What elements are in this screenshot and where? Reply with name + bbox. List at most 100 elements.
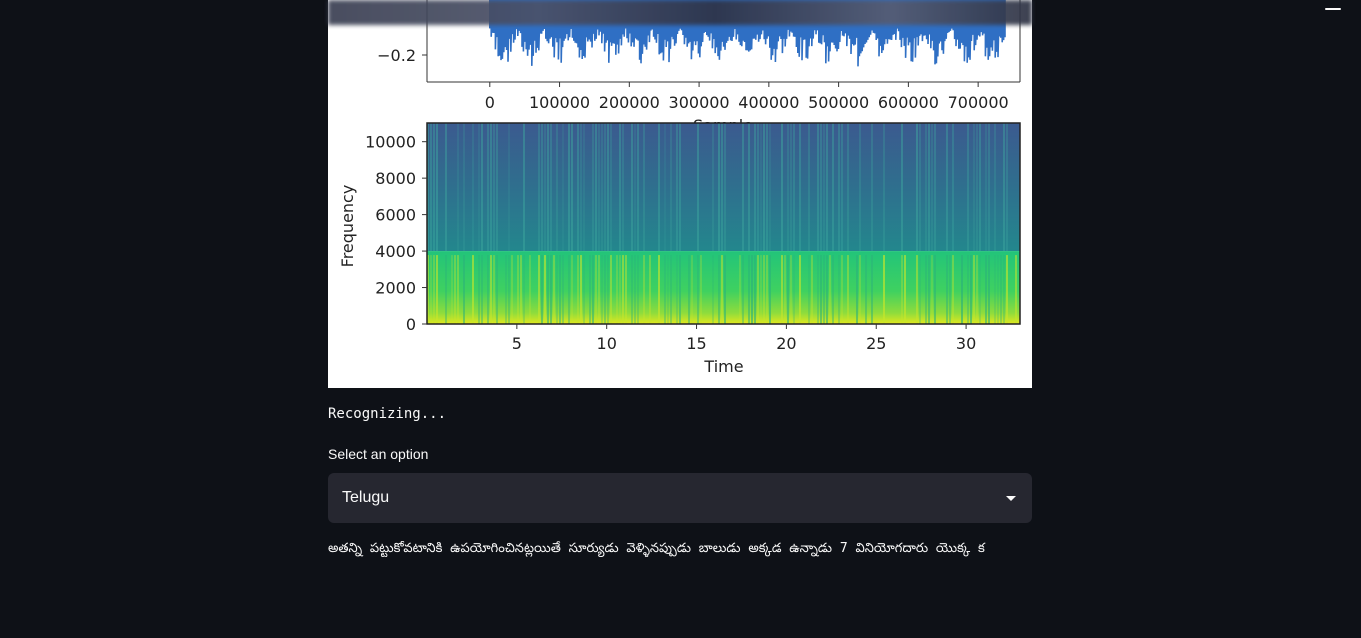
spectrogram-texture <box>463 123 465 252</box>
spectrogram-xtick-label: 5 <box>512 334 522 353</box>
spectrogram-texture <box>826 123 828 252</box>
spectrogram-texture <box>595 123 597 252</box>
spectrogram-texture <box>679 255 681 324</box>
spectrogram-texture <box>748 255 750 324</box>
spectrogram-texture <box>592 123 594 252</box>
spectrogram-ytick-label: 4000 <box>375 242 416 261</box>
spectrogram-texture <box>961 255 963 324</box>
spectrogram-texture <box>598 123 600 252</box>
spectrogram-texture <box>799 255 801 324</box>
spectrogram-texture <box>769 123 771 252</box>
spectrogram-texture <box>787 123 789 252</box>
spectrogram-texture <box>973 255 975 324</box>
spectrogram-texture <box>529 255 531 324</box>
spectrogram-texture <box>754 255 756 324</box>
spectrogram-texture <box>562 123 564 252</box>
spectrogram-texture <box>496 123 498 252</box>
spectrogram-texture <box>751 255 753 324</box>
figure-svg: −0.2 0 100000 200000 300000 400000 500000 6000… <box>338 0 1021 376</box>
spectrogram-texture <box>472 255 474 324</box>
spectrogram-texture <box>631 255 633 324</box>
waveform-xtick-label: 100000 <box>529 93 590 112</box>
spectrogram-texture <box>826 255 828 324</box>
spectrogram-texture <box>436 123 438 252</box>
spectrogram-ytick-label: 10000 <box>365 133 416 152</box>
spectrogram-texture <box>649 255 651 324</box>
spectrogram-texture <box>523 255 525 324</box>
select-value: Telugu <box>342 489 390 506</box>
spectrogram-texture <box>781 255 783 324</box>
spectrogram-texture <box>700 255 702 324</box>
select-label: Select an option <box>328 446 429 462</box>
spectrogram-texture <box>859 123 861 252</box>
hamburger-menu-button[interactable] <box>1325 0 1341 10</box>
spectrogram-texture <box>634 123 636 252</box>
spectrogram-texture <box>721 123 723 252</box>
spectrogram-low-band <box>427 251 1020 324</box>
spectrogram-texture <box>784 255 786 324</box>
spectrogram-texture <box>832 123 834 252</box>
spectrogram-texture <box>847 123 849 252</box>
spectrogram-texture <box>607 255 609 324</box>
spectrogram-texture <box>841 123 843 252</box>
spectrogram-texture <box>562 255 564 324</box>
spectrogram-texture <box>760 255 762 324</box>
spectrogram-texture <box>757 255 759 324</box>
spectrogram-texture <box>988 255 990 324</box>
spectrogram-texture <box>919 123 921 252</box>
waveform-xtick-label: 600000 <box>878 93 939 112</box>
spectrogram-texture <box>451 255 453 324</box>
spectrogram-texture <box>820 255 822 324</box>
spectrogram-texture <box>472 123 474 252</box>
waveform-xtick-label: 0 <box>485 93 495 112</box>
spectrogram-texture <box>619 255 621 324</box>
spectrogram-texture <box>928 255 930 324</box>
spectrogram-texture <box>508 123 510 252</box>
spectrogram-texture <box>691 255 693 324</box>
spectrogram-texture <box>817 255 819 324</box>
waveform-xtick-label: 200000 <box>599 93 660 112</box>
spectrogram-texture <box>823 123 825 252</box>
spectrogram-texture <box>610 123 612 252</box>
spectrogram-texture <box>601 255 603 324</box>
spectrogram-texture <box>547 255 549 324</box>
spectrogram-texture <box>790 123 792 252</box>
spectrogram-high-band <box>427 123 1020 252</box>
spectrogram-texture <box>430 255 432 324</box>
spectrogram-texture <box>916 123 918 252</box>
spectrogram-texture <box>634 255 636 324</box>
spectrogram-texture <box>541 255 543 324</box>
spectrogram-texture <box>505 255 507 324</box>
spectrogram-texture <box>571 123 573 252</box>
spectrogram-texture <box>676 255 678 324</box>
spectrogram-texture <box>928 123 930 252</box>
hamburger-icon <box>1325 8 1341 10</box>
spectrogram-texture <box>871 123 873 252</box>
spectrogram-texture <box>688 255 690 324</box>
spectrogram-texture <box>571 255 573 324</box>
spectrogram-texture <box>838 255 840 324</box>
spectrogram-texture <box>901 255 903 324</box>
spectrogram-texture <box>550 255 552 324</box>
spectrogram-texture <box>973 123 975 252</box>
spectrogram-texture <box>547 123 549 252</box>
spectrogram-texture <box>493 123 495 252</box>
spectrogram-texture <box>427 123 429 252</box>
spectrogram-texture <box>739 255 741 324</box>
spectrogram-texture <box>523 123 525 252</box>
spectrogram-texture <box>820 123 822 252</box>
spectrogram-texture <box>808 123 810 252</box>
spectrogram-texture <box>592 255 594 324</box>
spectrogram-texture <box>556 255 558 324</box>
spectrogram-texture <box>433 123 435 252</box>
spectrogram-xtick-label: 20 <box>776 334 796 353</box>
spectrogram-texture <box>490 123 492 252</box>
language-select[interactable]: Telugu <box>328 473 1032 523</box>
spectrogram-texture <box>811 255 813 324</box>
spectrogram-ytick-label: 8000 <box>375 169 416 188</box>
waveform-xtick-label: 700000 <box>948 93 1009 112</box>
spectrogram-texture <box>742 123 744 252</box>
spectrogram-texture <box>583 255 585 324</box>
spectrogram-texture <box>712 123 714 252</box>
